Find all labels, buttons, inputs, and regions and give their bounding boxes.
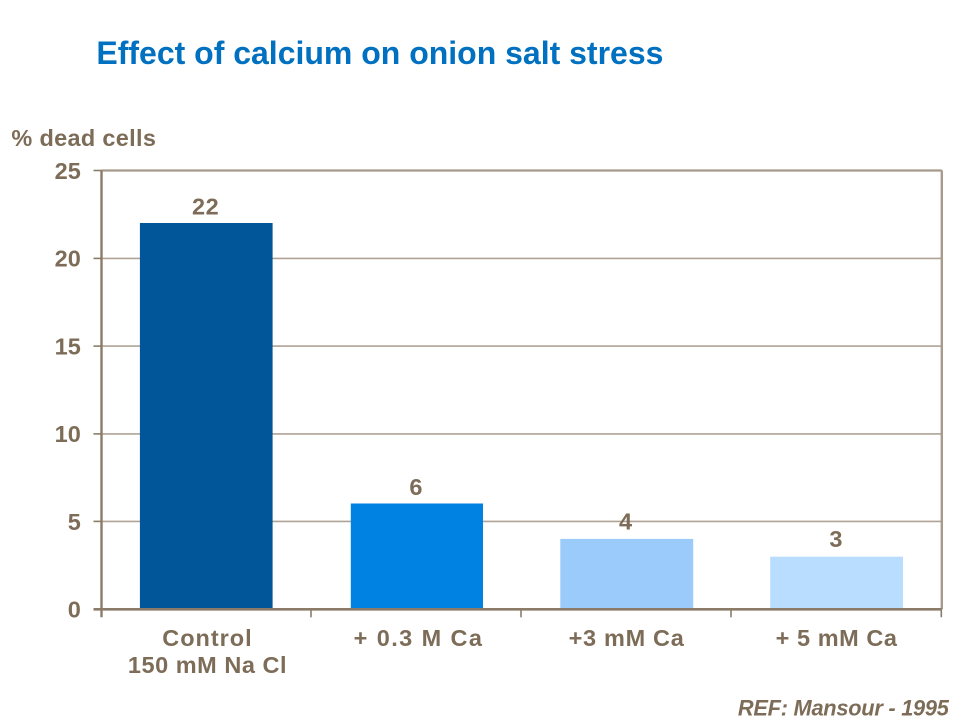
svg-text:Control: Control — [162, 625, 251, 651]
svg-text:+3 mM Ca: +3 mM Ca — [569, 625, 685, 651]
svg-text:25: 25 — [55, 158, 81, 184]
svg-text:REF: Mansour - 1995: REF: Mansour - 1995 — [738, 695, 950, 720]
svg-text:150 mM Na Cl: 150 mM Na Cl — [128, 652, 287, 678]
svg-text:0: 0 — [68, 597, 81, 623]
svg-text:15: 15 — [55, 333, 81, 359]
svg-text:+ 0.3 M Ca: + 0.3 M Ca — [354, 625, 483, 651]
svg-text:22: 22 — [192, 194, 219, 220]
svg-text:+ 5 mM Ca: + 5 mM Ca — [776, 625, 898, 651]
svg-text:5: 5 — [68, 509, 81, 535]
svg-text:% dead cells: % dead cells — [11, 125, 156, 151]
svg-text:10: 10 — [55, 421, 81, 447]
svg-text:4: 4 — [619, 509, 632, 535]
svg-text:Effect of calcium on onion sal: Effect of calcium on onion salt stress — [96, 35, 663, 71]
svg-text:3: 3 — [829, 526, 842, 552]
svg-text:20: 20 — [55, 246, 81, 272]
svg-text:6: 6 — [409, 474, 422, 500]
